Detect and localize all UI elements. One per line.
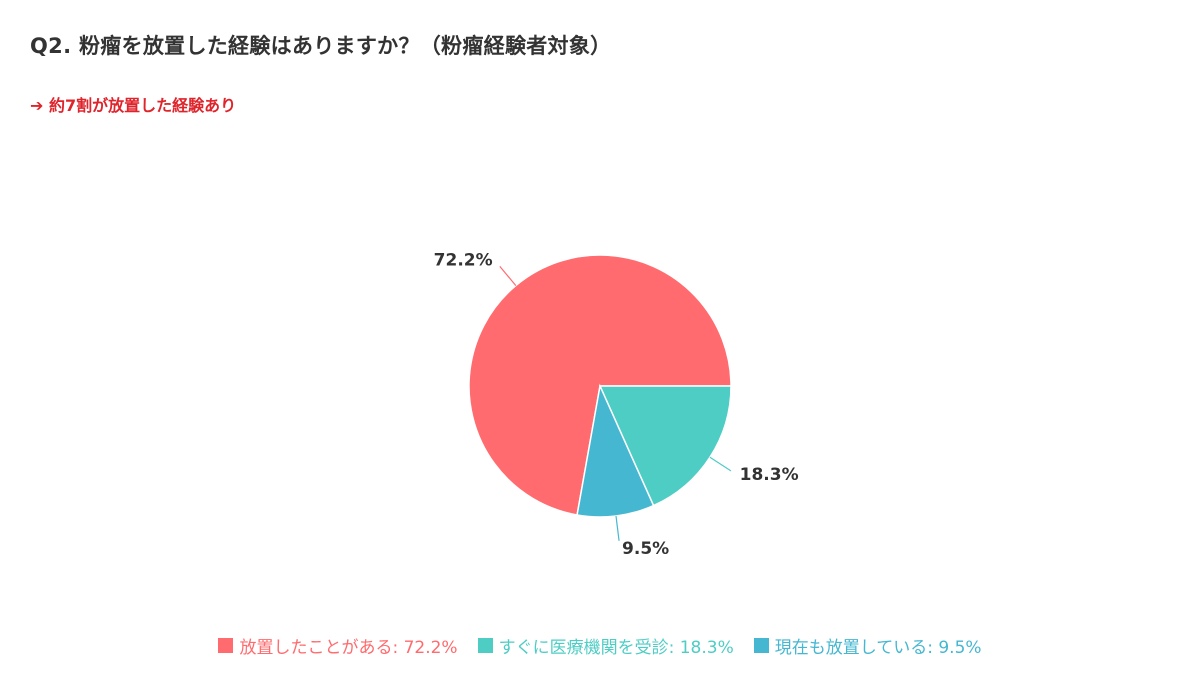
legend-swatch-2 (753, 638, 769, 653)
legend-item-0[interactable]: 放置したことがある: 72.2% (218, 633, 458, 658)
pie-slice-2[interactable] (576, 383, 655, 518)
chart-title: Q2. 粉瘤を放置した経験はありますか？（粉瘤経験者対象） (30, 34, 612, 58)
legend-swatch-1 (477, 638, 493, 653)
data-label-1: 18.3% (740, 465, 799, 485)
data-label-0: 72.2% (434, 250, 493, 270)
chart-legend: 放置したことがある: 72.2% すぐに医療機関を受診: 18.3% 現在も放置… (0, 633, 1200, 658)
leader-line-0 (499, 266, 517, 286)
legend-item-2[interactable]: 現在も放置している: 9.5% (753, 633, 982, 658)
legend-swatch-0 (218, 638, 234, 653)
leader-line-2 (615, 515, 620, 541)
data-label-2: 9.5% (622, 539, 669, 559)
legend-label-1: すぐに医療機関を受診: 18.3% (498, 638, 734, 658)
leader-line-1 (709, 456, 732, 472)
legend-label-2: 現在も放置している: 9.5% (774, 638, 982, 658)
legend-item-1[interactable]: すぐに医療機関を受診: 18.3% (477, 633, 734, 658)
chart-subtitle: ➔ 約7割が放置した経験あり (30, 96, 237, 115)
legend-label-0: 放置したことがある: 72.2% (239, 638, 458, 658)
